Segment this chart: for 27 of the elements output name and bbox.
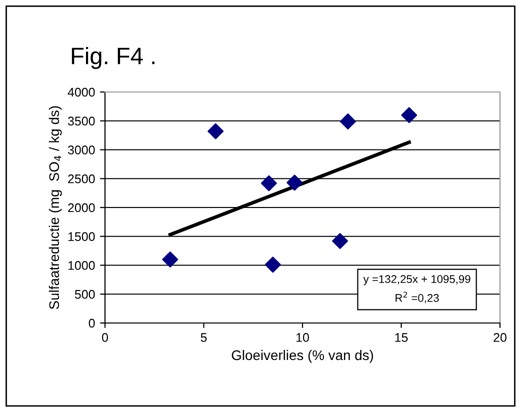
point xyxy=(162,251,178,268)
y-axis-title: Sulfaatreductie (mg SO$_{4}$ / kg ds) xyxy=(48,106,62,310)
y-tick-label: 0 xyxy=(88,318,95,328)
x-tick-label: 5 xyxy=(200,333,207,342)
y-tick-label: 1000 xyxy=(68,261,95,270)
y-tick-label: 2500 xyxy=(68,174,95,184)
y-tick-label: 4000 xyxy=(68,88,95,97)
point xyxy=(340,113,356,130)
chart-title: Fig. F4 . xyxy=(72,46,154,70)
x-tick-label: 20 xyxy=(494,333,506,342)
x-axis-title: Gloeiverlies (% van ds) xyxy=(232,350,374,363)
point xyxy=(260,175,277,192)
x-tick-label: 10 xyxy=(296,333,309,342)
x-tick-label: 15 xyxy=(395,333,408,342)
annotation: R$^{2}$ =0,23 xyxy=(396,292,439,304)
annotation: y =132,25x + 1095,99 xyxy=(363,275,470,286)
point xyxy=(286,174,303,191)
y-tick-label: 3000 xyxy=(68,146,95,154)
y-tick-label: 2000 xyxy=(68,203,95,212)
x-tick-label: 0 xyxy=(102,333,108,342)
point xyxy=(401,107,418,124)
point xyxy=(332,233,348,249)
y-tick-label: 500 xyxy=(74,290,95,299)
point xyxy=(264,256,281,273)
y-tick-label: 1500 xyxy=(68,232,95,242)
y-tick-label: 3500 xyxy=(68,116,95,126)
point xyxy=(208,123,224,140)
